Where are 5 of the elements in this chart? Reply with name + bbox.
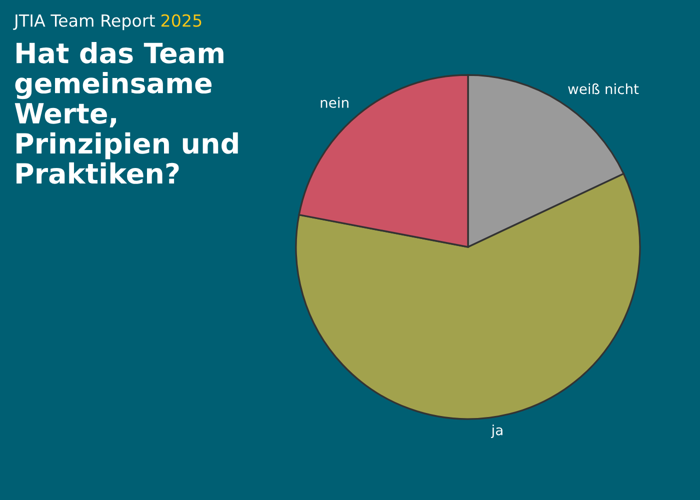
text: Hat das Team gemeinsame Werte, Prinzipien und Praktiken? [14, 42, 238, 184]
slice-label: nein [320, 97, 348, 108]
slice-label: ja [491, 424, 502, 438]
text: JTIA Team Report 2025 [13, 14, 202, 30]
slice-label: weiß nicht [568, 83, 639, 94]
